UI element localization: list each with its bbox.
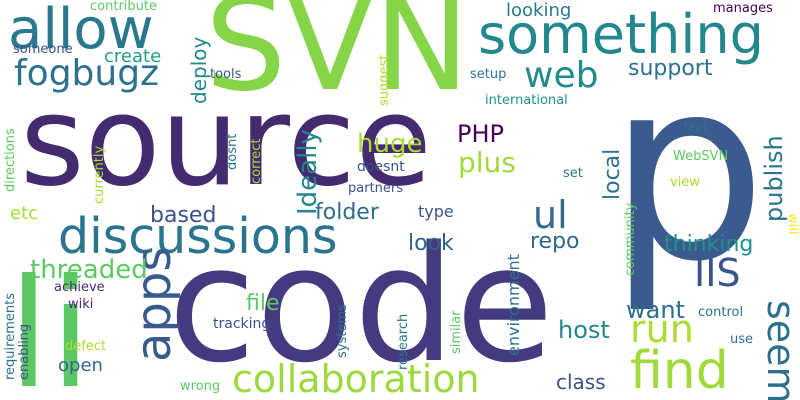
word-environment: environment bbox=[504, 254, 523, 356]
word-research: research bbox=[396, 313, 411, 370]
word-deploy: deploy bbox=[187, 36, 211, 104]
word-suggest: suggest bbox=[377, 54, 392, 106]
word-contribute: contribute bbox=[90, 0, 157, 14]
word-correct: correct bbox=[249, 138, 264, 184]
word-partners: partners bbox=[348, 181, 404, 196]
word-enabling: enabling bbox=[17, 323, 32, 380]
word-type: type bbox=[418, 202, 454, 221]
word-something: something bbox=[478, 3, 764, 66]
word-fogbugz: fogbugz bbox=[14, 53, 159, 94]
word-find: find bbox=[630, 341, 729, 400]
word-class: class bbox=[556, 370, 606, 394]
word-publish: publish bbox=[760, 135, 788, 222]
word-dosnt: dosnt bbox=[225, 133, 240, 170]
word-php: PHP bbox=[457, 120, 504, 148]
word-websvn: WebSVN bbox=[673, 149, 729, 164]
word-li: li bbox=[8, 248, 92, 400]
word-plus: plus bbox=[458, 146, 516, 179]
word-manages: manages bbox=[713, 1, 773, 16]
word-huge: huge bbox=[357, 129, 423, 159]
word-code: code bbox=[168, 211, 554, 398]
word-thinking: thinking bbox=[664, 232, 754, 257]
word-svn: SVN bbox=[205, 0, 470, 120]
word-allow: allow bbox=[8, 0, 154, 62]
word-web: web bbox=[524, 55, 599, 96]
word-view: view bbox=[670, 175, 700, 190]
word-based: based bbox=[150, 203, 217, 228]
word-source: source bbox=[20, 70, 432, 214]
word-file: file bbox=[246, 291, 280, 316]
word-tools: tools bbox=[210, 67, 242, 82]
word-directions: directions bbox=[3, 128, 18, 192]
word-look: look bbox=[408, 231, 454, 256]
word-achieve: achieve bbox=[54, 280, 105, 295]
word-ul: ul bbox=[533, 193, 568, 237]
word-will: will bbox=[785, 213, 800, 235]
word-folder: folder bbox=[315, 200, 379, 225]
word-wrong: wrong bbox=[180, 379, 221, 394]
word-collaboration: collaboration bbox=[232, 357, 480, 400]
word-open: open bbox=[58, 355, 103, 376]
word-use: use bbox=[730, 332, 754, 347]
word-requirements: requirements bbox=[3, 293, 18, 380]
word-support: support bbox=[628, 56, 713, 81]
word-someone: someone bbox=[13, 42, 73, 57]
word-p: p bbox=[608, 25, 767, 316]
word-control: control bbox=[698, 305, 744, 320]
word-host: host bbox=[558, 316, 610, 344]
word-fact: fact bbox=[683, 121, 708, 136]
word-local: local bbox=[600, 148, 625, 200]
word-setup: setup bbox=[470, 67, 507, 82]
word-wiki: wiki bbox=[68, 297, 94, 312]
word-discussions: discussions bbox=[58, 208, 338, 265]
word-similar: similar bbox=[449, 310, 464, 354]
word-set: set bbox=[563, 166, 583, 181]
word-defect: defect bbox=[65, 339, 107, 354]
word-create: create bbox=[104, 46, 162, 67]
word-tracking: tracking bbox=[213, 316, 271, 332]
word-want: want bbox=[626, 296, 685, 324]
word-iis: IIS bbox=[694, 251, 741, 295]
word-looking: looking bbox=[506, 0, 572, 21]
word-repo: repo bbox=[530, 229, 580, 254]
word-currently: currently bbox=[92, 145, 107, 204]
word-systems: systems bbox=[335, 304, 350, 358]
word-etc: etc bbox=[10, 203, 39, 224]
word-community: community bbox=[623, 202, 638, 276]
word-run: run bbox=[630, 307, 694, 351]
word-doesnt: doesnt bbox=[357, 159, 405, 175]
word-threaded: threaded bbox=[30, 255, 148, 285]
word-international: international bbox=[485, 93, 568, 108]
word-seem: seem bbox=[759, 300, 800, 400]
